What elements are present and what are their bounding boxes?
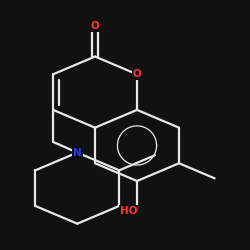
Text: N: N: [73, 148, 82, 158]
Text: O: O: [91, 21, 100, 31]
Text: HO: HO: [120, 206, 137, 216]
Text: O: O: [133, 69, 141, 79]
